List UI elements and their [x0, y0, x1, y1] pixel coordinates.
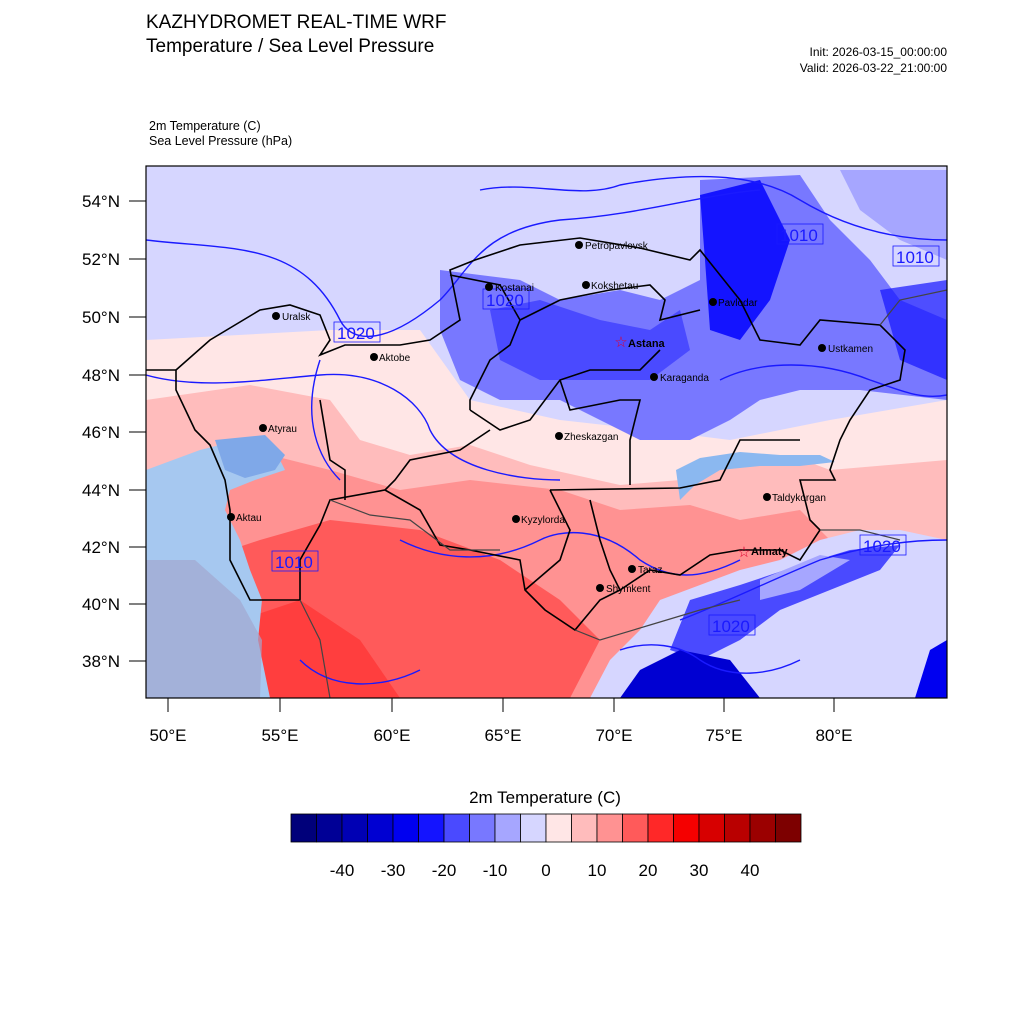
isobar-label: 1010	[275, 553, 313, 572]
lon-label: 75°E	[705, 726, 742, 745]
city-label: Kostanai	[495, 283, 534, 294]
colorbar-title: 2m Temperature (C)	[469, 788, 621, 807]
lat-label: 48°N	[82, 366, 120, 385]
lat-label: 38°N	[82, 652, 120, 671]
colorbar-swatch	[341, 813, 368, 843]
border-lines	[146, 237, 906, 632]
isobar-label: 1020	[863, 537, 901, 556]
colorbar-swatch	[443, 813, 470, 843]
colorbar	[290, 813, 802, 843]
capital-star-icon: ☆	[614, 334, 627, 351]
colorbar-swatch	[418, 813, 445, 843]
city-label: Kyzylorda	[521, 515, 565, 526]
variable-pressure-label: Sea Level Pressure (hPa)	[149, 134, 293, 148]
lat-label: 44°N	[82, 481, 120, 500]
lon-label: 55°E	[261, 726, 298, 745]
city-label: Ustkamen	[828, 344, 873, 355]
colorbar-swatch	[622, 813, 649, 843]
colorbar-swatch	[316, 813, 343, 843]
city-label-capital: Astana	[628, 338, 666, 350]
isobar-label: 1020	[337, 324, 375, 343]
isobar-label: 1010	[896, 248, 934, 267]
city-label: Taldykorgan	[772, 493, 826, 504]
colorbar-tick-label: 0	[541, 861, 551, 880]
colorbar-swatch	[775, 813, 802, 843]
lon-label: 70°E	[595, 726, 632, 745]
init-time: Init: 2026-03-15_00:00:00	[809, 45, 947, 59]
colorbar-swatch	[596, 813, 623, 843]
colorbar-tick-label: -10	[482, 861, 508, 880]
city-label: Kokshetau	[591, 281, 638, 292]
lat-label: 46°N	[82, 423, 120, 442]
lon-label: 50°E	[149, 726, 186, 745]
colorbar-swatch	[367, 813, 394, 843]
lat-ticks	[129, 200, 146, 662]
colorbar-swatch	[571, 813, 598, 843]
city-label: Pavlodar	[718, 298, 758, 309]
city-label: Taraz	[638, 565, 662, 576]
lon-labels: 50°E 55°E 60°E 65°E 70°E 75°E 80°E	[149, 726, 852, 745]
lon-ticks	[167, 698, 835, 712]
title-line2: Temperature / Sea Level Pressure	[146, 36, 435, 57]
isobar-label: 1010	[780, 226, 818, 245]
colorbar-swatch	[290, 813, 317, 843]
colorbar-swatch	[469, 813, 496, 843]
lon-label: 80°E	[815, 726, 852, 745]
lat-label: 52°N	[82, 250, 120, 269]
lat-label: 40°N	[82, 595, 120, 614]
colorbar-swatch	[647, 813, 674, 843]
colorbar-tick-label: 40	[740, 861, 760, 880]
city-label: Zheskazgan	[564, 432, 618, 443]
city-label: Karaganda	[660, 373, 709, 384]
colorbar-swatch	[392, 813, 419, 843]
title-line1: KAZHYDROMET REAL-TIME WRF	[146, 12, 447, 33]
colorbar-tick-label: 10	[587, 861, 607, 880]
capital-star-icon: ☆	[737, 544, 750, 561]
lat-label: 54°N	[82, 192, 120, 211]
lat-labels: 54°N 52°N 50°N 48°N 46°N 44°N 42°N 40°N …	[82, 192, 120, 671]
lat-label: 42°N	[82, 538, 120, 557]
isobar-label: 1020	[486, 291, 524, 310]
neighbor-borders	[299, 289, 947, 698]
lat-label: 50°N	[82, 308, 120, 327]
lon-label: 60°E	[373, 726, 410, 745]
valid-time: Valid: 2026-03-22_21:00:00	[799, 61, 947, 75]
city-label: Petropavlovsk	[585, 241, 649, 252]
colorbar-swatch	[673, 813, 700, 843]
lon-label: 65°E	[484, 726, 521, 745]
colorbar-swatch	[494, 813, 521, 843]
isobar-label: 1020	[712, 617, 750, 636]
colorbar-tick-label: -20	[431, 861, 457, 880]
city-label: Aktobe	[379, 353, 411, 364]
colorbar-swatch	[749, 813, 776, 843]
colorbar-swatch	[520, 813, 547, 843]
colorbar-tick-label: 20	[638, 861, 658, 880]
colorbar-swatch	[698, 813, 725, 843]
city-label: Uralsk	[282, 312, 311, 323]
isobar-labels: 1010 1010 1020 1020 1010 1020 1020	[271, 223, 940, 636]
temperature-field	[146, 166, 947, 698]
city-markers: Petropavlovsk Kostanai Kokshetau Pavloda…	[227, 241, 873, 595]
city-label: Atyrau	[268, 424, 297, 435]
colorbar-swatch	[545, 813, 572, 843]
colorbar-tick-label: -40	[329, 861, 355, 880]
colorbar-swatch	[724, 813, 751, 843]
colorbar-tick-label: 30	[689, 861, 709, 880]
variable-temperature-label: 2m Temperature (C)	[149, 119, 261, 133]
city-label: Shymkent	[606, 584, 651, 595]
colorbar-tick-label: -30	[380, 861, 406, 880]
city-label: Aktau	[236, 513, 262, 524]
city-label-capital: Almaty	[751, 546, 789, 558]
